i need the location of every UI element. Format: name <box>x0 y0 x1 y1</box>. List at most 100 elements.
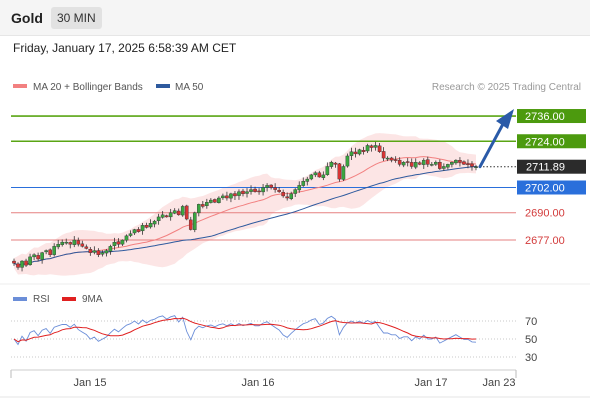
candle-body <box>261 187 265 193</box>
candle <box>148 219 153 229</box>
candle-body <box>249 189 253 192</box>
candle-body <box>285 196 289 199</box>
candle <box>132 228 137 235</box>
level-tag-label: 2702.00 <box>525 183 565 195</box>
candle-body <box>52 246 56 255</box>
candle-body <box>313 172 318 176</box>
candle-body <box>401 162 406 166</box>
candle-body <box>361 150 366 152</box>
candle-body <box>345 155 350 167</box>
candle-body <box>317 172 322 178</box>
candle <box>466 159 470 169</box>
rsi-layer: 70 50 30 <box>11 315 537 364</box>
candle-body <box>32 254 36 258</box>
level-tag-label: 2690.00 <box>525 208 565 220</box>
candle-body <box>305 178 310 182</box>
candle <box>88 247 93 256</box>
candle <box>273 183 277 193</box>
rsi-tick-30: 30 <box>525 352 537 364</box>
x-label-jan15: Jan 15 <box>73 377 106 389</box>
candle-body <box>136 229 141 232</box>
candle <box>293 188 298 197</box>
timeframe-badge[interactable]: 30 MIN <box>51 7 102 29</box>
candle-body <box>36 255 40 260</box>
candle <box>108 244 113 255</box>
candle-body <box>60 241 65 245</box>
candle-body <box>221 195 225 199</box>
x-label-jan16: Jan 16 <box>241 377 274 389</box>
candle <box>257 188 261 195</box>
candle-body <box>438 162 442 169</box>
candle-body <box>333 162 338 165</box>
candle <box>20 260 24 272</box>
candle <box>56 239 60 250</box>
candle-body <box>269 184 273 188</box>
candle <box>361 146 366 155</box>
candle-body <box>217 197 221 203</box>
candle <box>470 161 474 171</box>
candle <box>333 161 338 168</box>
candle <box>156 213 161 225</box>
x-label-jan17: Jan 17 <box>414 377 447 389</box>
candle <box>245 188 249 198</box>
candle <box>128 230 133 238</box>
candle <box>12 258 16 266</box>
candle <box>209 198 213 204</box>
candle-body <box>450 162 454 165</box>
candle-body <box>466 163 470 166</box>
candle <box>40 251 44 264</box>
candle <box>241 188 245 197</box>
candle <box>152 219 157 228</box>
rsi-ma-line <box>13 317 477 343</box>
candle <box>454 159 458 165</box>
candle-body <box>24 260 28 266</box>
candle-body <box>241 190 245 195</box>
candle-body <box>341 166 346 180</box>
candle-body <box>385 157 390 160</box>
candle-body <box>369 145 374 148</box>
candle <box>397 157 402 167</box>
candle-body <box>44 250 48 253</box>
candle <box>24 258 28 267</box>
candle-body <box>357 149 362 155</box>
candle <box>32 253 36 261</box>
candle <box>76 237 81 247</box>
candle-body <box>349 151 354 156</box>
top-bar: Gold 30 MIN <box>0 0 590 36</box>
candle-body <box>405 161 410 163</box>
candle-body <box>233 193 237 197</box>
candle <box>458 157 462 167</box>
candle-body <box>20 260 24 268</box>
candle-body <box>289 193 294 199</box>
candle <box>52 243 56 257</box>
candle <box>265 183 269 192</box>
candle-body <box>454 159 458 164</box>
legend-label-rsi: RSI <box>33 294 50 305</box>
candle <box>104 249 109 257</box>
candle-body <box>389 157 394 161</box>
candle <box>353 147 358 158</box>
candle <box>450 161 454 168</box>
candle <box>205 198 209 209</box>
candle-body <box>128 233 133 236</box>
candle <box>237 189 241 200</box>
legend-label-ma20: MA 20 + Bollinger Bands <box>33 82 143 93</box>
candle <box>221 193 225 200</box>
candle <box>297 181 302 193</box>
rsi-tick-70: 70 <box>525 316 537 328</box>
candle <box>48 248 52 257</box>
candle <box>84 244 89 250</box>
candle <box>164 214 169 218</box>
candle <box>176 208 181 216</box>
candle <box>373 141 378 151</box>
candle-body <box>301 180 306 186</box>
candle <box>381 147 386 162</box>
candle-body <box>409 162 414 167</box>
candle <box>425 156 430 168</box>
candle <box>285 192 289 201</box>
price-tags-layer: 2736.00 2724.00 2702.00 2690.00 2677.00 2711.… <box>476 109 586 247</box>
candles-layer <box>12 141 478 272</box>
candle-body <box>413 162 418 168</box>
rsi-tick-50: 50 <box>525 334 537 346</box>
candle-body <box>148 223 153 228</box>
